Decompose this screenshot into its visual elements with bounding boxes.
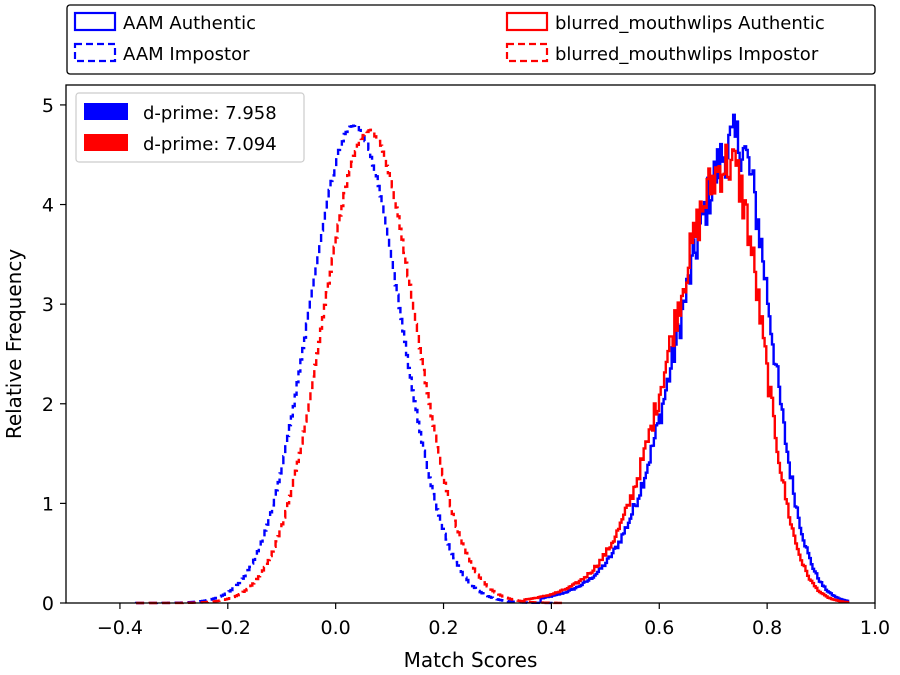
plot-frame: [65, 84, 876, 604]
legend-label-aam-impostor: AAM Impostor: [123, 44, 250, 65]
legend-label-aam-authentic: AAM Authentic: [123, 13, 256, 34]
x-axis-label: Match Scores: [404, 648, 538, 672]
x-axis-ticks: −0.4 −0.2 0.0 0.2 0.4 0.6 0.8 1.0: [97, 603, 890, 639]
y-tick-label: 4: [42, 195, 54, 217]
legend-swatch-aam-impostor: [73, 42, 117, 63]
y-tick-label: 0: [42, 593, 54, 615]
x-tick-label: 0.6: [644, 617, 674, 639]
x-tick-label: −0.2: [205, 617, 251, 639]
legend-label-blurred-impostor: blurred_mouthwlips Impostor: [555, 44, 819, 65]
legend-swatch-blurred-authentic: [505, 11, 549, 32]
legend-label-blurred-authentic: blurred_mouthwlips Authentic: [555, 13, 825, 34]
dprime-label-red: d-prime: 7.094: [143, 134, 277, 155]
y-tick-label: 2: [42, 394, 54, 416]
x-tick-label: 0.2: [428, 617, 458, 639]
plot-background: [66, 85, 875, 603]
y-tick-label: 3: [42, 294, 54, 316]
y-tick-label: 5: [42, 95, 54, 117]
x-tick-label: 0.8: [752, 617, 782, 639]
legend-swatch-aam-authentic: [73, 11, 117, 32]
series-aam-authentic: [539, 113, 850, 603]
legend-swatch-blurred-impostor: [505, 42, 549, 63]
series-blurred-mouthwlips-authentic: [523, 143, 850, 604]
dprime-legend: d-prime: 7.958 d-prime: 7.094: [75, 92, 305, 163]
plot-series-group: [134, 113, 850, 605]
x-tick-label: −0.4: [97, 617, 143, 639]
dprime-swatch-red: [84, 134, 128, 151]
x-tick-label: 1.0: [860, 617, 890, 639]
dprime-swatch-blue: [84, 103, 128, 120]
series-blurred-mouthwlips-impostor: [136, 128, 564, 605]
x-tick-label: 0.4: [536, 617, 566, 639]
y-tick-label: 1: [42, 493, 54, 515]
x-tick-label: 0.0: [321, 617, 351, 639]
dprime-label-blue: d-prime: 7.958: [143, 103, 277, 124]
series-legend: AAM Authentic AAM Impostor blurred_mouth…: [66, 4, 876, 75]
dprime-legend-frame: [75, 92, 305, 163]
series-legend-frame: [66, 4, 876, 75]
series-aam-impostor: [134, 123, 553, 605]
y-axis-label: Relative Frequency: [2, 249, 26, 439]
y-axis-ticks: 0 1 2 3 4 5: [42, 95, 66, 615]
